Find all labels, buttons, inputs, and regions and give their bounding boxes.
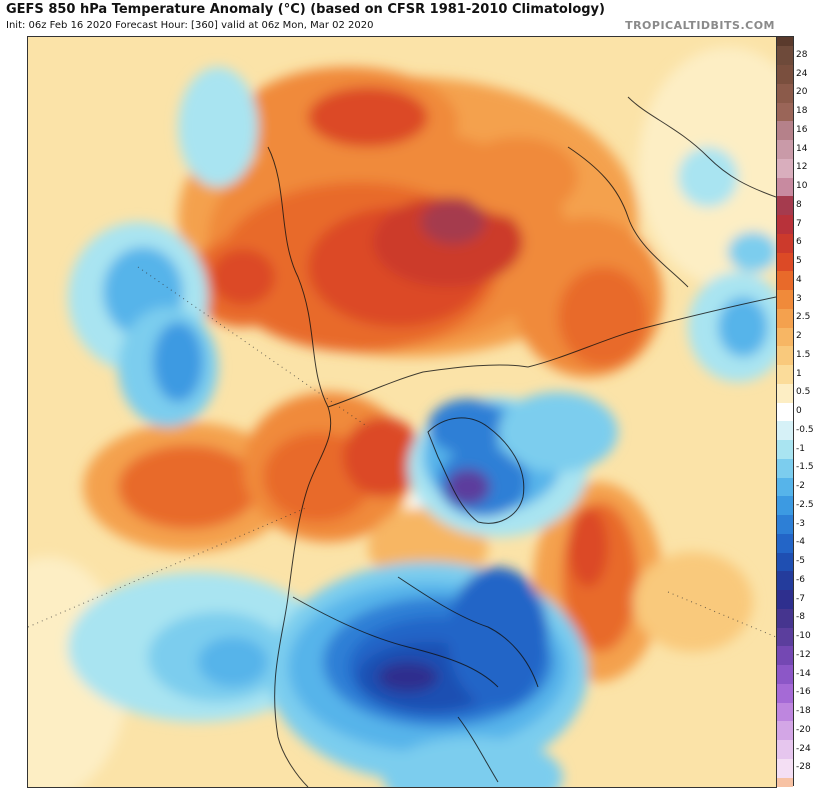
colorbar-tick-label: -4 — [796, 537, 805, 548]
anomaly-field — [28, 47, 776, 787]
colorbar-tick-label: 10 — [796, 181, 808, 191]
colorbar-cell — [777, 383, 793, 404]
colorbar-tick-label: -2 — [796, 481, 805, 491]
colorbar-tick-label: -0.5 — [796, 424, 814, 435]
colorbar-tick-label: 16 — [796, 124, 808, 135]
colorbar-cell — [777, 683, 793, 704]
colorbar-cell — [777, 102, 793, 122]
colorbar-cell — [777, 608, 793, 629]
anomaly-map — [27, 36, 777, 788]
map-title: GEFS 850 hPa Temperature Anomaly (°C) (b… — [6, 2, 605, 17]
colorbar-cell — [777, 271, 793, 291]
colorbar-tick-label: -14 — [796, 668, 811, 679]
colorbar-tick-label: 8 — [796, 199, 802, 210]
coastlines — [267, 96, 776, 787]
colorbar-tick-label: 18 — [796, 106, 808, 116]
colorbar-tick-label: -7 — [796, 593, 805, 604]
colorbar-tick-label: -18 — [796, 706, 811, 716]
colorbar-cell — [777, 458, 793, 479]
colorbar-tick-label: 24 — [796, 68, 808, 79]
colorbar — [776, 36, 794, 787]
colorbar-tick-label: 4 — [796, 274, 802, 285]
colorbar-cell — [777, 346, 793, 366]
colorbar-tick-label: -6 — [796, 574, 805, 585]
colorbar-cell — [777, 37, 793, 47]
colorbar-tick-label: -1.5 — [796, 462, 814, 473]
colorbar-tick-label: 1.5 — [796, 349, 811, 360]
colorbar-tick-label: -5 — [796, 556, 805, 566]
colorbar-cell — [777, 571, 793, 591]
colorbar-tick-label: 0 — [796, 406, 802, 416]
colorbar-tick-label: 28 — [796, 49, 808, 60]
colorbar-cell — [777, 777, 793, 787]
colorbar-cell — [777, 177, 793, 197]
colorbar-cell — [777, 327, 793, 347]
colorbar-tick-label: 20 — [796, 87, 808, 98]
colorbar-cell — [777, 233, 793, 254]
colorbar-tick-label: 5 — [796, 256, 802, 266]
colorbar-cell — [777, 515, 793, 535]
colorbar-cell — [777, 140, 793, 160]
map-subtitle: Init: 06z Feb 16 2020 Forecast Hour: [36… — [6, 20, 374, 31]
colorbar-cell — [777, 477, 793, 497]
colorbar-cell — [777, 627, 793, 647]
graticule — [28, 266, 776, 638]
site-brand: TROPICALTIDBITS.COM — [625, 19, 775, 32]
colorbar-tick-label: -1 — [796, 443, 805, 454]
colorbar-cell — [777, 440, 793, 460]
colorbar-tick-label: 2.5 — [796, 312, 811, 323]
colorbar-cell — [777, 552, 793, 572]
colorbar-tick-label: 12 — [796, 162, 808, 173]
colorbar-cell — [777, 421, 793, 441]
colorbar-cell — [777, 665, 793, 685]
colorbar-cell — [777, 308, 793, 329]
colorbar-cell — [777, 65, 793, 85]
colorbar-tick-label: -24 — [796, 743, 811, 754]
colorbar-tick-label: -10 — [796, 631, 811, 641]
colorbar-cell — [777, 758, 793, 779]
colorbar-tick-label: -28 — [796, 762, 811, 773]
colorbar-tick-label: -2.5 — [796, 499, 814, 510]
colorbar-cell — [777, 215, 793, 235]
colorbar-cell — [777, 533, 793, 554]
colorbar-tick-label: 6 — [796, 237, 802, 248]
colorbar-labels: 28 24 20 18 16 14 12 10 8 7 6 5 4 3 2.5 2 1.5 1 0.5 0 -0.5 -1… — [796, 36, 819, 786]
colorbar-cell — [777, 740, 793, 760]
colorbar-cell — [777, 83, 793, 104]
colorbar-cell — [777, 365, 793, 385]
colorbar-cell — [777, 646, 793, 666]
colorbar-cell — [777, 121, 793, 141]
colorbar-cell — [777, 252, 793, 272]
anomaly-map-svg — [28, 37, 776, 787]
colorbar-cell — [777, 46, 793, 66]
colorbar-cell — [777, 196, 793, 216]
colorbar-tick-label: -20 — [796, 724, 811, 735]
colorbar-tick-label: -3 — [796, 518, 805, 529]
colorbar-tick-label: -12 — [796, 649, 811, 660]
colorbar-cell — [777, 590, 793, 610]
colorbar-cell — [777, 496, 793, 516]
colorbar-cell — [777, 402, 793, 422]
colorbar-tick-label: 7 — [796, 218, 802, 229]
colorbar-tick-label: 0.5 — [796, 387, 811, 398]
colorbar-tick-label: 2 — [796, 331, 802, 341]
colorbar-tick-label: 14 — [796, 143, 808, 154]
colorbar-cell — [777, 290, 793, 310]
colorbar-tick-label: 1 — [796, 368, 802, 379]
colorbar-cell — [777, 721, 793, 741]
colorbar-tick-label: -16 — [796, 687, 811, 698]
colorbar-cell — [777, 158, 793, 179]
colorbar-cell — [777, 702, 793, 722]
colorbar-tick-label: -8 — [796, 612, 805, 623]
colorbar-tick-label: 3 — [796, 293, 802, 304]
